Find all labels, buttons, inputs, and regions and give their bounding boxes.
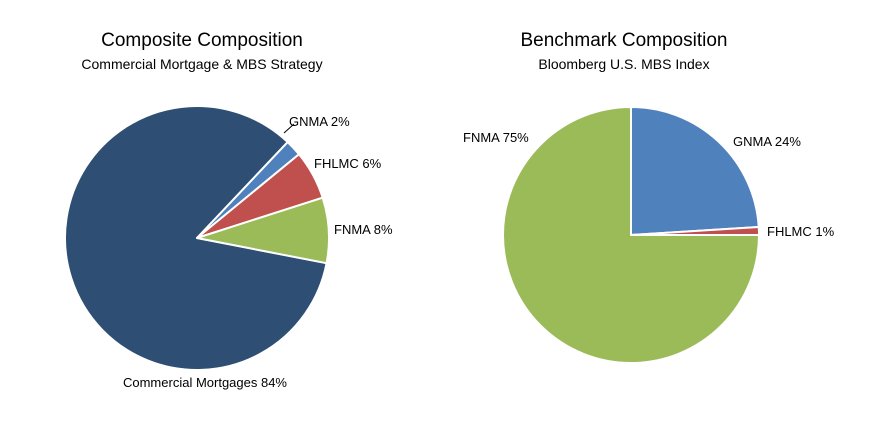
leader-line-gnma xyxy=(283,123,295,134)
composite-labels: Commercial Mortgages 84% GNMA 2% FHLMC 6% F… xyxy=(123,114,393,390)
slice-gnma xyxy=(630,106,760,236)
label-fnma: FNMA 8% xyxy=(334,222,393,237)
label-fhlmc: FHLMC 1% xyxy=(767,224,835,239)
label-gnma: GNMA 24% xyxy=(733,134,801,149)
slice-commercial-mortgages xyxy=(64,105,328,371)
label-fnma: FNMA 75% xyxy=(463,130,529,145)
benchmark-title: Benchmark Composition xyxy=(521,30,728,51)
composite-pie xyxy=(64,105,330,371)
benchmark-chart: Benchmark Composition Bloomberg U.S. MBS… xyxy=(463,30,835,364)
benchmark-pie xyxy=(502,106,761,364)
composite-chart: Composite Composition Commercial Mortgag… xyxy=(64,30,393,390)
benchmark-subtitle: Bloomberg U.S. MBS Index xyxy=(538,56,709,72)
slice-fnma xyxy=(502,106,760,364)
label-gnma: GNMA 2% xyxy=(289,114,350,129)
slice-fnma xyxy=(196,196,330,265)
label-fhlmc: FHLMC 6% xyxy=(314,156,382,171)
composite-subtitle: Commercial Mortgage & MBS Strategy xyxy=(81,56,322,72)
label-commercial-mortgages: Commercial Mortgages 84% xyxy=(123,375,287,390)
benchmark-labels: GNMA 24% FHLMC 1% FNMA 75% xyxy=(463,130,835,239)
composite-title: Composite Composition xyxy=(101,30,303,51)
